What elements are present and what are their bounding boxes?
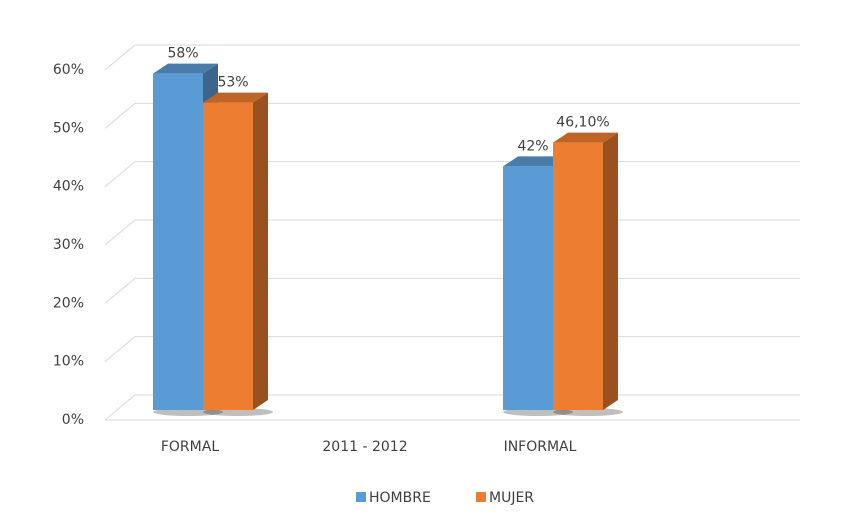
bar: [203, 102, 253, 410]
y-tick-label: 40%: [53, 179, 84, 195]
legend-label: MUJER: [489, 490, 534, 506]
bar: [503, 166, 553, 410]
grid-line: [104, 102, 800, 129]
bar-side: [253, 92, 268, 410]
x-tick-label: 2011 - 2012: [322, 439, 407, 455]
y-tick-label: 10%: [53, 354, 84, 370]
legend-swatch: [476, 492, 486, 502]
bar: [153, 73, 203, 410]
y-tick-label: 20%: [53, 295, 84, 311]
y-tick-label: 50%: [53, 120, 84, 136]
bar-top: [553, 132, 618, 143]
bar-top: [203, 92, 268, 103]
x-tick-label: FORMAL: [161, 439, 219, 455]
data-label: 58%: [167, 46, 198, 62]
y-tick-label: 60%: [53, 62, 84, 78]
bar-side: [603, 132, 618, 410]
bar-top: [153, 63, 218, 74]
bar: [553, 142, 603, 410]
legend-label: HOMBRE: [369, 490, 431, 506]
y-tick-label: 30%: [53, 237, 84, 253]
x-tick-label: INFORMAL: [504, 439, 577, 455]
grid-line: [104, 44, 800, 71]
data-label: 42%: [517, 138, 548, 154]
y-tick-label: 0%: [62, 412, 84, 428]
bar-top: [503, 156, 568, 167]
data-label: 46,10%: [556, 115, 609, 131]
data-label: 53%: [217, 75, 248, 91]
legend-swatch: [356, 492, 366, 502]
